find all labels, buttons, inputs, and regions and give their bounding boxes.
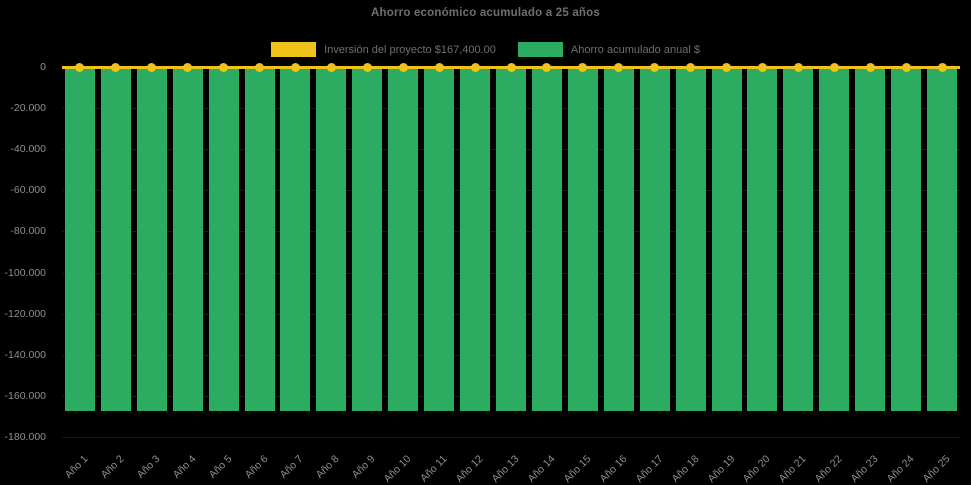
legend-item-ahorro[interactable]: Ahorro acumulado anual $ bbox=[517, 42, 700, 57]
line-point bbox=[686, 62, 696, 72]
y-tick-label: -60.000 bbox=[10, 184, 46, 197]
line-point bbox=[829, 62, 839, 72]
bar bbox=[352, 67, 383, 412]
y-tick-label: -40.000 bbox=[10, 143, 46, 156]
bar bbox=[388, 67, 419, 412]
legend-swatch-yellow-icon bbox=[271, 42, 317, 57]
y-tick-label: -100.000 bbox=[4, 266, 46, 279]
bar bbox=[208, 67, 239, 412]
bar bbox=[567, 67, 598, 412]
bar bbox=[424, 67, 455, 412]
y-tick-label: -120.000 bbox=[4, 307, 46, 320]
line-point bbox=[506, 62, 516, 72]
bar bbox=[64, 67, 95, 412]
line-point bbox=[901, 62, 911, 72]
line-point bbox=[722, 62, 732, 72]
line-point bbox=[183, 62, 193, 72]
legend-label-inversion: Inversión del proyecto $167,400.00 bbox=[324, 43, 496, 56]
bar bbox=[496, 67, 526, 412]
x-tick-label: Año 1 bbox=[62, 453, 91, 481]
bar bbox=[244, 67, 275, 412]
line-point bbox=[75, 62, 85, 72]
bar bbox=[891, 67, 922, 412]
line-point bbox=[542, 62, 552, 72]
y-tick-label: -160.000 bbox=[4, 389, 46, 402]
y-tick-label: -20.000 bbox=[10, 102, 46, 115]
bar bbox=[172, 67, 203, 412]
chart-title: Ahorro económico acumulado a 25 años bbox=[371, 7, 600, 19]
bar bbox=[531, 67, 562, 412]
line-point bbox=[434, 62, 444, 72]
legend-swatch-green-icon bbox=[517, 42, 563, 57]
gridline bbox=[62, 437, 960, 438]
bar bbox=[280, 67, 311, 412]
y-tick-label: 0 bbox=[40, 61, 46, 73]
legend-item-inversion[interactable]: Inversión del proyecto $167,400.00 bbox=[271, 42, 496, 57]
bar bbox=[460, 67, 491, 412]
line-point bbox=[290, 62, 300, 72]
line-point bbox=[650, 62, 660, 72]
line-point bbox=[255, 62, 265, 72]
line-point bbox=[470, 62, 480, 72]
line-point bbox=[111, 62, 121, 72]
line-point bbox=[865, 62, 875, 72]
bar bbox=[675, 67, 706, 412]
bar bbox=[136, 67, 167, 412]
y-tick-label: -180.000 bbox=[4, 431, 46, 443]
y-tick-label: -80.000 bbox=[10, 225, 46, 238]
line-point bbox=[614, 62, 624, 72]
bar bbox=[316, 67, 347, 412]
bar bbox=[783, 67, 814, 412]
line-point bbox=[147, 62, 157, 72]
bar bbox=[927, 67, 958, 412]
bar bbox=[603, 67, 634, 412]
line-point bbox=[578, 62, 588, 72]
line-point bbox=[362, 62, 372, 72]
line-point bbox=[326, 62, 336, 72]
line-point bbox=[219, 62, 229, 72]
chart-legend: Inversión del proyecto $167,400.00 Ahorr… bbox=[0, 41, 971, 58]
bar bbox=[100, 67, 131, 412]
bar bbox=[639, 67, 670, 412]
bar bbox=[819, 67, 850, 412]
line-point bbox=[398, 62, 408, 72]
line-point bbox=[937, 62, 947, 72]
line-point bbox=[793, 62, 803, 72]
y-tick-label: -140.000 bbox=[4, 348, 46, 361]
line-point bbox=[757, 62, 767, 72]
bar bbox=[855, 67, 886, 412]
legend-label-ahorro: Ahorro acumulado anual $ bbox=[570, 43, 700, 56]
bar bbox=[711, 67, 742, 412]
plot-area bbox=[62, 62, 960, 438]
bar bbox=[747, 67, 778, 412]
